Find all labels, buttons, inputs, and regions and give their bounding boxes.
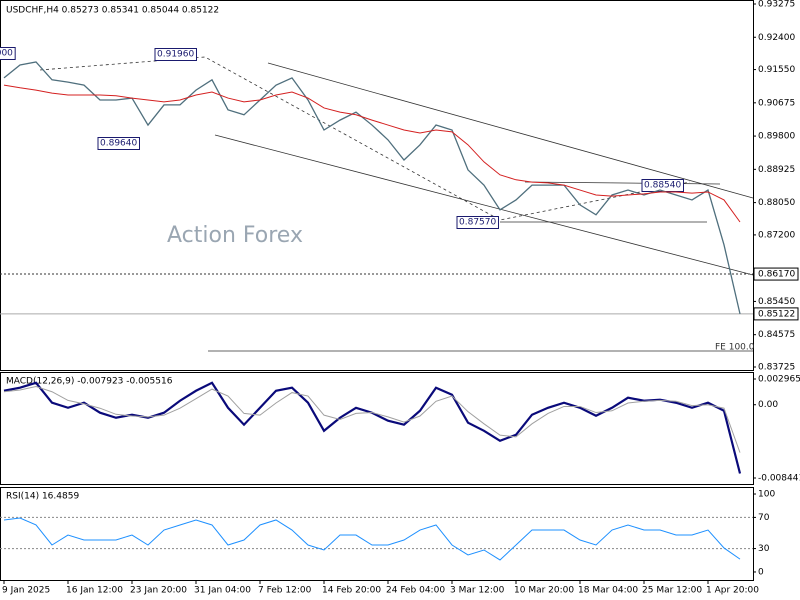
price-label-box <box>753 267 799 281</box>
y-tick-label: 70 <box>758 513 770 523</box>
indicator-title: MACD(12,26,9) -0.007923 -0.005516 <box>6 377 173 387</box>
y-tick-label: 0.87200 <box>758 230 795 240</box>
chart-title: USDCHF,H4 0.85273 0.85341 0.85044 0.8512… <box>6 6 219 16</box>
indicator-title: RSI(14) 16.4859 <box>6 492 79 502</box>
series-line <box>3 61 741 315</box>
annotation: FE 100.0 <box>715 343 755 353</box>
series-line <box>3 84 741 223</box>
x-tick-label: 16 Jan 12:00 <box>66 586 123 596</box>
annotation-box <box>0 47 16 60</box>
x-tick-label: 10 Mar 20:00 <box>514 586 574 596</box>
channel-upper <box>267 62 754 199</box>
annotation-box <box>97 137 140 150</box>
y-tick-label: 0.88050 <box>758 198 795 208</box>
x-tick-label: 18 Mar 04:00 <box>578 586 638 596</box>
x-tick-label: 3 Mar 12:00 <box>450 586 505 596</box>
y-tick-label: 0.90675 <box>758 98 795 108</box>
annotation-box <box>154 48 197 61</box>
y-tick-label: 0.002965 <box>758 374 800 384</box>
channel-lower <box>214 134 754 276</box>
y-tick-label: 0.85450 <box>758 297 795 307</box>
annotation: 0.87570 <box>459 218 496 228</box>
y-tick-label: 30 <box>758 544 770 554</box>
range-top <box>524 181 721 185</box>
y-tick-label: 100 <box>758 490 775 500</box>
y-tick-label: 0.84575 <box>758 330 795 340</box>
x-tick-label: 7 Feb 12:00 <box>258 586 312 596</box>
y-tick-label: 0.88925 <box>758 165 795 175</box>
x-tick-label: 24 Feb 04:00 <box>386 586 445 596</box>
y-tick-label: 0.91550 <box>758 65 795 75</box>
panel-frame <box>0 487 754 581</box>
x-tick-label: 9 Jan 2025 <box>2 586 50 596</box>
annotation: 0.91960 <box>157 50 194 60</box>
x-tick-label: 1 Apr 20:00 <box>706 586 759 596</box>
y-tick-label: 0.92400 <box>758 33 795 43</box>
y-tick-label: 0.83725 <box>758 362 795 372</box>
series-line <box>3 517 741 561</box>
price-label: 0.86170 <box>758 270 795 280</box>
trend-lines <box>39 56 754 352</box>
series-line <box>3 385 741 453</box>
y-tick-label: -0.008441 <box>758 474 800 484</box>
y-tick-label: 0.89800 <box>758 132 795 142</box>
watermark: Action Forex <box>167 223 303 248</box>
panel-frame <box>0 372 754 485</box>
price-label-box <box>753 307 799 321</box>
panel-frame <box>0 0 754 371</box>
price-label: 0.85122 <box>758 309 795 319</box>
x-tick-label: 31 Jan 04:00 <box>194 586 251 596</box>
annotation: 0.89640 <box>100 139 137 149</box>
y-tick-label: 0 <box>758 567 764 577</box>
y-tick-label: 0.93275 <box>758 0 795 9</box>
x-tick-label: 14 Feb 20:00 <box>322 586 381 596</box>
x-tick-label: 23 Jan 20:00 <box>130 586 187 596</box>
annotation-box <box>456 216 499 229</box>
annotation: 0.88540 <box>644 181 681 191</box>
x-tick-label: 25 Mar 12:00 <box>642 586 702 596</box>
y-tick-label: 0.00 <box>758 400 778 410</box>
